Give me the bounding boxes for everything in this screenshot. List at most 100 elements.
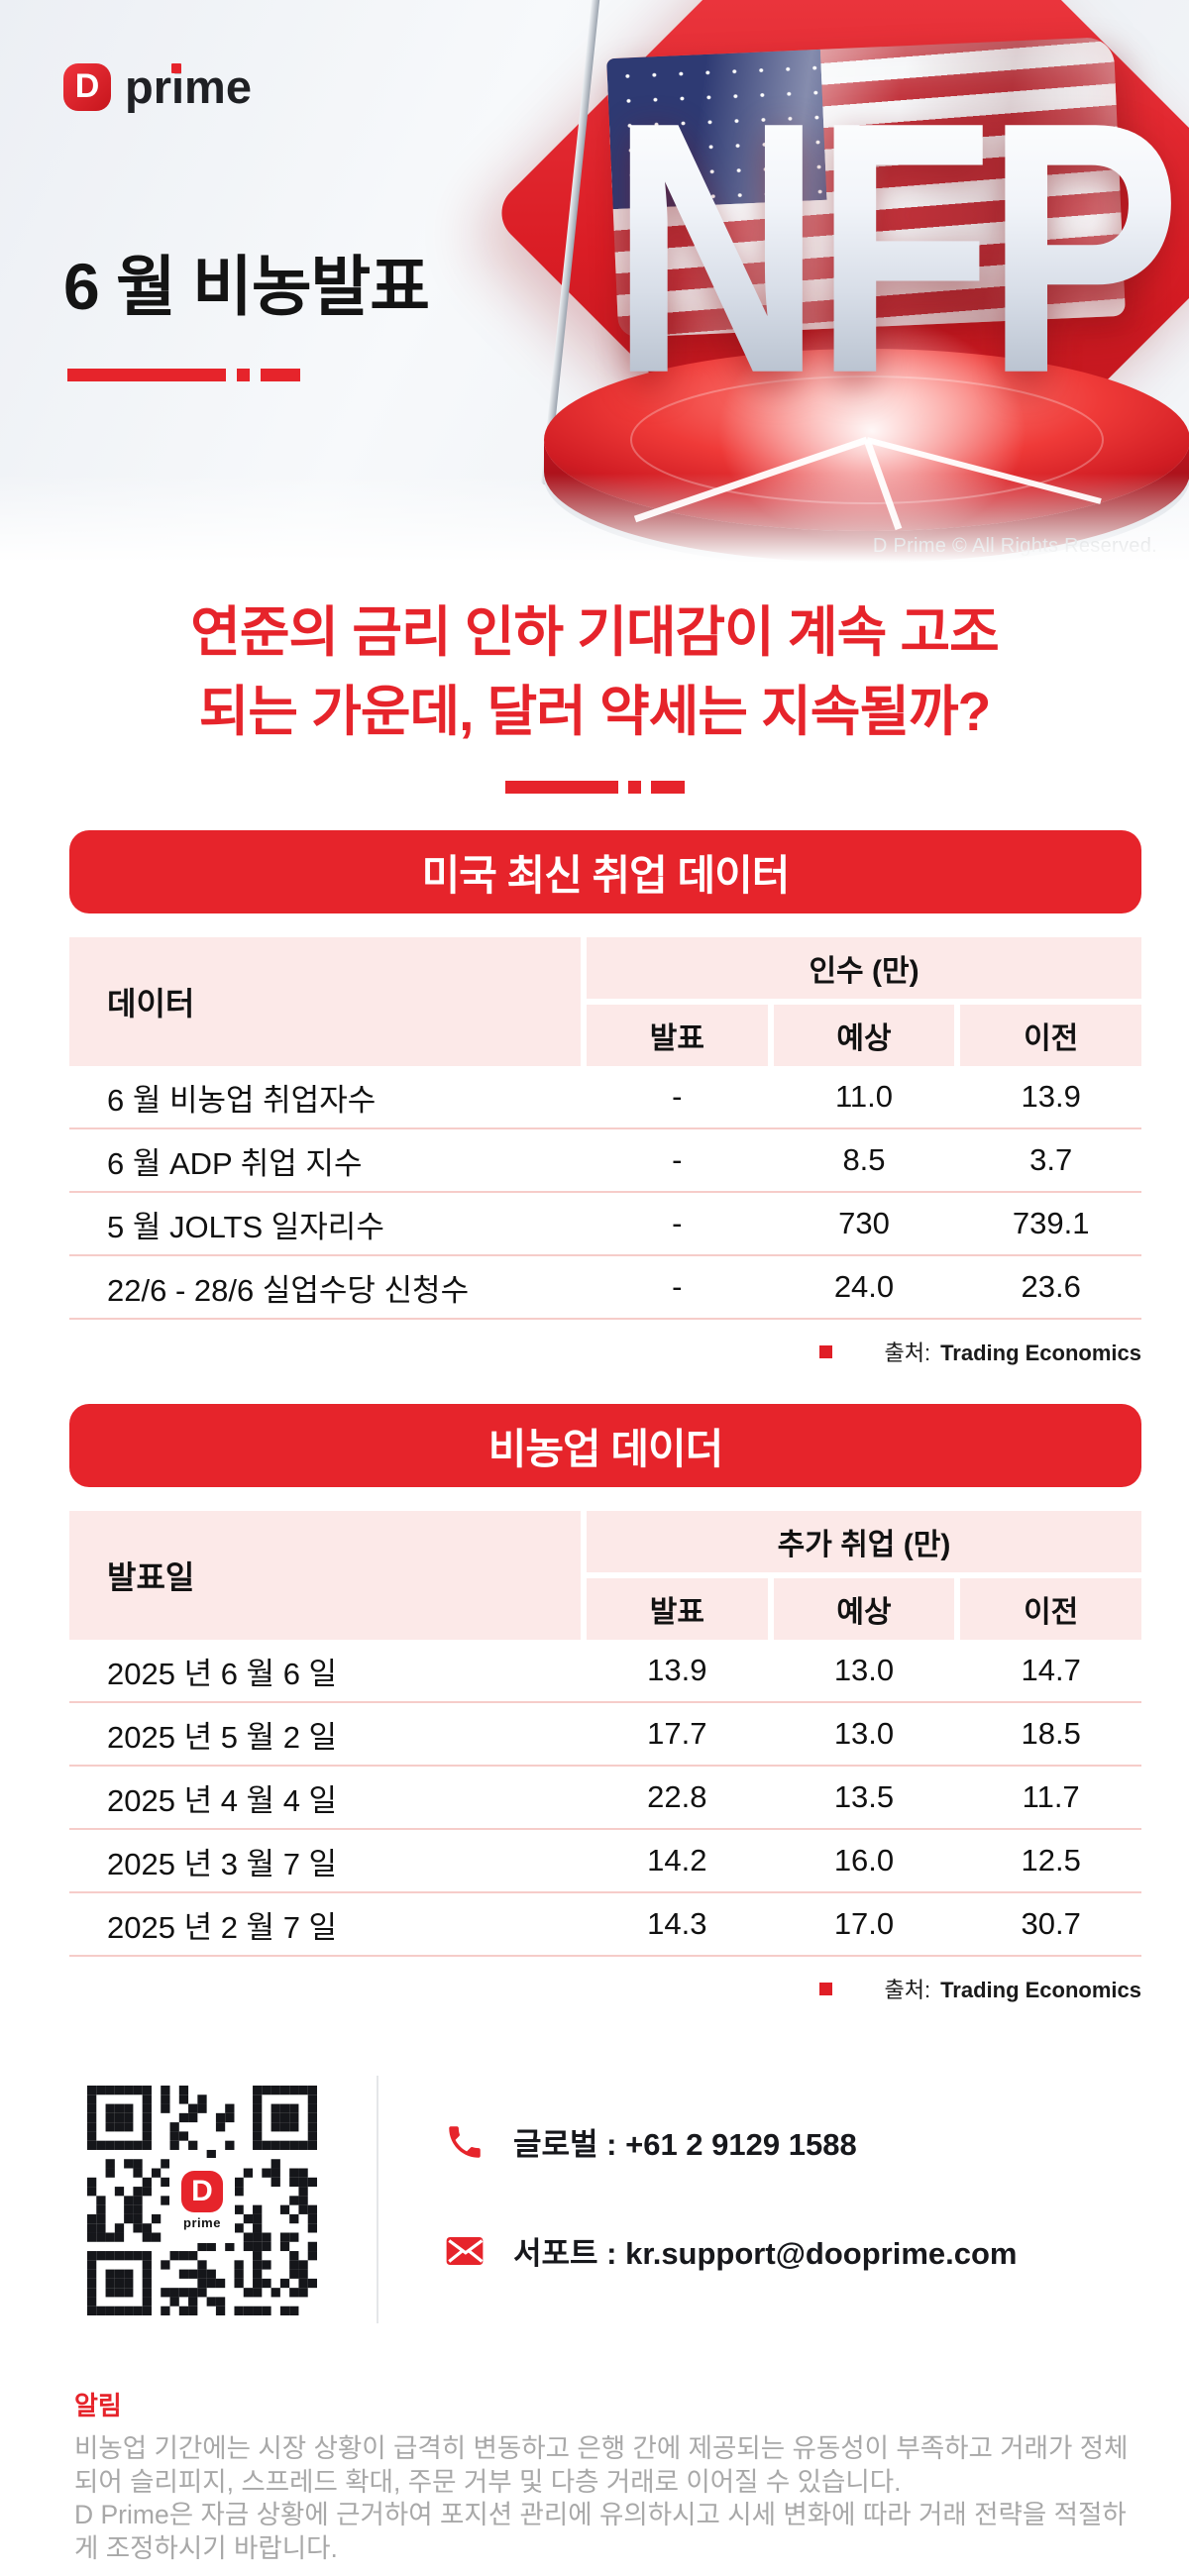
disclaimer-line2: D Prime은 자금 상황에 근거하여 포지션 관리에 유의하시고 시세 변화… (74, 2500, 1127, 2563)
cell-previous: 23.6 (1021, 1269, 1081, 1304)
cell-expected: 730 (838, 1206, 890, 1240)
headline: 연준의 금리 인하 기대감이 계속 고조 되는 가운데, 달러 약세는 지속될까… (0, 592, 1189, 751)
cell-previous: 12.5 (1021, 1843, 1081, 1878)
source-label: 출처: (884, 1978, 931, 2002)
source-label: 출처: (884, 1341, 931, 1365)
email-contact[interactable]: 서포트 : kr.support@dooprime.com (444, 2228, 1018, 2273)
row-label: 2025 년 6 월 6 일 (107, 1656, 338, 1691)
cell-expected: 16.0 (833, 1843, 895, 1878)
row-label: 6 월 ADP 취업 지수 (107, 1145, 363, 1181)
table-row: 2025 년 4 월 4 일 22.8 13.5 11.7 (69, 1767, 1141, 1830)
cell-announced: - (672, 1079, 683, 1114)
cell-expected: 13.0 (833, 1653, 895, 1687)
table-row: 5 월 JOLTS 일자리수 - 730 739.1 (69, 1193, 1141, 1256)
hero-bottom-fade (0, 474, 1189, 575)
cell-announced: 17.7 (647, 1716, 707, 1751)
cell-announced: 13.9 (647, 1653, 707, 1687)
brand-logo: D prime (63, 59, 252, 114)
row-label: 5 월 JOLTS 일자리수 (107, 1209, 384, 1244)
cell-previous: 11.7 (1022, 1779, 1080, 1814)
disclaimer-line1: 비농업 기간에는 시장 상황이 급격히 변동하고 은행 간에 제공되는 유동성이… (74, 2433, 1129, 2497)
nfp-3d-text: NFP (594, 66, 1189, 429)
divider-bar (261, 369, 300, 381)
source-attribution: 출처: Trading Economics (69, 1973, 1141, 2004)
column-header-data: 데이터 (69, 937, 581, 1066)
source-value: Trading Economics (940, 1341, 1141, 1365)
table-row: 6 월 ADP 취업 지수 - 8.5 3.7 (69, 1129, 1141, 1193)
column-header-announced: 발표 (587, 1578, 768, 1640)
cell-previous: 30.7 (1021, 1906, 1081, 1941)
cell-previous: 13.9 (1021, 1079, 1081, 1114)
logo-i-dot (171, 63, 181, 73)
disclaimer: 알림 비농업 기간에는 시장 상황이 급격히 변동하고 은행 간에 제공되는 유… (74, 2386, 1144, 2565)
group-header: 인수 (만) (587, 937, 1141, 999)
dprime-logo-icon: D (63, 62, 111, 111)
row-label: 22/6 - 28/6 실업수당 신청수 (107, 1272, 470, 1308)
source-bullet-icon (819, 1344, 833, 1358)
phone-number-text[interactable]: 글로벌 : +61 2 9129 1588 (513, 2127, 857, 2162)
table-row: 6 월 비농업 취업자수 - 11.0 13.9 (69, 1066, 1141, 1129)
section-banner: 미국 최신 취업 데이터 (69, 830, 1141, 913)
source-value: Trading Economics (940, 1978, 1141, 2002)
table-header: 발표일 추가 취업 (만) 발표 예상 이전 (69, 1511, 1141, 1640)
table-row: 2025 년 3 월 7 일 14.2 16.0 12.5 (69, 1830, 1141, 1893)
divider-dot (237, 369, 250, 381)
column-header-previous: 이전 (960, 1578, 1141, 1640)
disclaimer-title: 알림 (74, 2391, 122, 2420)
cell-announced: 14.2 (647, 1843, 707, 1878)
cell-announced: - (672, 1142, 683, 1177)
section-banner-title: 비농업 데이더 (487, 1425, 724, 1472)
headline-line2: 되는 가운데, 달러 약세는 지속될까? (198, 681, 991, 742)
logo-word-text: prime (125, 60, 252, 113)
nfp-history-section: 비농업 데이더 발표일 추가 취업 (만) 발표 예상 이전 2025 년 6 … (69, 1404, 1141, 2004)
cell-expected: 8.5 (842, 1142, 886, 1177)
cell-previous: 18.5 (1021, 1716, 1081, 1751)
cell-announced: - (672, 1206, 683, 1240)
email-icon (446, 2236, 484, 2265)
us-jobs-data-section: 미국 최신 취업 데이터 데이터 인수 (만) 발표 예상 이전 6 월 비농업… (69, 830, 1141, 1367)
vertical-divider (377, 2076, 378, 2323)
cell-announced: - (672, 1269, 683, 1304)
table-row: 22/6 - 28/6 실업수당 신청수 - 24.0 23.6 (69, 1256, 1141, 1320)
cell-expected: 11.0 (834, 1079, 894, 1114)
divider-bar (650, 781, 685, 794)
row-label: 2025 년 4 월 4 일 (107, 1782, 338, 1818)
hero-header: NFP D Prime © All Rights Reserved. D pri… (0, 0, 1189, 575)
qr-code: D prime (87, 2086, 317, 2315)
logo-d-letter: D (191, 2175, 213, 2207)
section-banner: 비농업 데이더 (69, 1404, 1141, 1487)
cell-expected: 17.0 (833, 1906, 895, 1941)
table-body: 6 월 비농업 취업자수 - 11.0 13.9 6 월 ADP 취업 지수 -… (69, 1066, 1141, 1320)
table-body: 2025 년 6 월 6 일 13.9 13.0 14.7 2025 년 5 월… (69, 1640, 1141, 1957)
column-header-announced: 발표 (587, 1005, 768, 1066)
group-header: 추가 취업 (만) (587, 1511, 1141, 1572)
cell-expected: 13.0 (833, 1716, 895, 1751)
column-header-date: 발표일 (69, 1511, 581, 1640)
row-label: 2025 년 5 월 2 일 (107, 1719, 338, 1755)
source-bullet-icon (819, 1982, 833, 1995)
cell-previous: 739.1 (1012, 1206, 1090, 1240)
cell-previous: 14.7 (1021, 1653, 1081, 1687)
divider-bar (67, 369, 226, 381)
dprime-logo-icon: D (181, 2171, 223, 2212)
cell-previous: 3.7 (1029, 1142, 1073, 1177)
cell-expected: 13.5 (833, 1779, 895, 1814)
cell-announced: 14.3 (647, 1906, 707, 1941)
row-label: 6 월 비농업 취업자수 (107, 1082, 377, 1118)
logo-word-text: prime (183, 2215, 221, 2230)
title-divider (67, 369, 300, 381)
divider-bar (504, 781, 618, 794)
headline-line1: 연준의 금리 인하 기대감이 계속 고조 (190, 601, 999, 663)
source-attribution: 출처: Trading Economics (69, 1336, 1141, 1367)
table-row: 2025 년 5 월 2 일 17.7 13.0 18.5 (69, 1703, 1141, 1767)
qr-code-pattern (87, 2086, 317, 2315)
column-header-previous: 이전 (960, 1005, 1141, 1066)
column-header-expected: 예상 (773, 1005, 955, 1066)
phone-contact[interactable]: 글로벌 : +61 2 9129 1588 (444, 2119, 857, 2164)
divider-dot (627, 781, 641, 794)
email-address-text[interactable]: 서포트 : kr.support@dooprime.com (513, 2236, 1018, 2271)
page-title: 6 월 비농발표 (63, 250, 430, 323)
cell-announced: 22.8 (647, 1779, 707, 1814)
table-row: 2025 년 2 월 7 일 14.3 17.0 30.7 (69, 1893, 1141, 1957)
